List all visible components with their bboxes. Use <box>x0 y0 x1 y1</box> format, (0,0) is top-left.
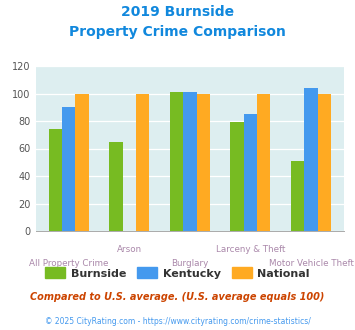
Text: Property Crime Comparison: Property Crime Comparison <box>69 25 286 39</box>
Bar <box>76 93 89 231</box>
Text: Motor Vehicle Theft: Motor Vehicle Theft <box>269 259 354 268</box>
Bar <box>109 142 123 231</box>
Bar <box>62 107 76 231</box>
Bar <box>183 92 197 231</box>
Bar <box>197 93 210 231</box>
Bar <box>291 161 304 231</box>
Legend: Burnside, Kentucky, National: Burnside, Kentucky, National <box>41 263 314 283</box>
Text: Arson: Arson <box>117 245 142 254</box>
Bar <box>244 114 257 231</box>
Text: Compared to U.S. average. (U.S. average equals 100): Compared to U.S. average. (U.S. average … <box>30 292 325 302</box>
Text: Larceny & Theft: Larceny & Theft <box>216 245 285 254</box>
Text: © 2025 CityRating.com - https://www.cityrating.com/crime-statistics/: © 2025 CityRating.com - https://www.city… <box>45 317 310 326</box>
Bar <box>136 93 149 231</box>
Text: 2019 Burnside: 2019 Burnside <box>121 5 234 19</box>
Bar <box>318 93 331 231</box>
Text: All Property Crime: All Property Crime <box>29 259 109 268</box>
Text: Burglary: Burglary <box>171 259 208 268</box>
Bar <box>257 93 271 231</box>
Bar <box>230 122 244 231</box>
Bar <box>170 92 183 231</box>
Bar <box>304 88 318 231</box>
Bar <box>49 129 62 231</box>
